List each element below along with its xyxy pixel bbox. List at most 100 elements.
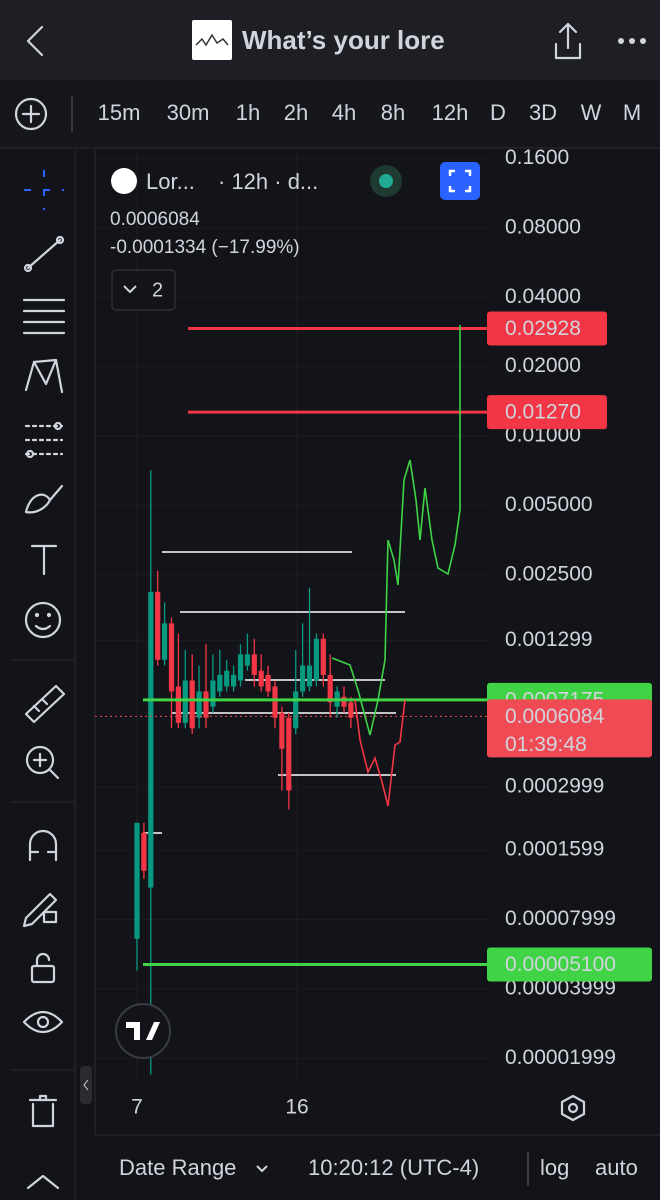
candle-body	[341, 696, 347, 707]
more-button[interactable]	[618, 38, 646, 44]
candle-body	[327, 674, 333, 703]
timeframe-button[interactable]: 4h	[332, 100, 356, 125]
candle-body	[155, 591, 161, 660]
price-label-box	[487, 947, 652, 982]
add-timeframe[interactable]	[14, 97, 48, 131]
candle-body	[189, 680, 195, 729]
text-tool[interactable]	[30, 544, 58, 576]
candle-body	[231, 674, 237, 687]
brush-tool[interactable]	[24, 484, 64, 514]
date-range[interactable]: Date Range	[119, 1155, 236, 1180]
drawing-toolbar	[12, 170, 74, 1190]
time-tick-label: 7	[131, 1096, 143, 1119]
price-tick-label: 0.02000	[505, 354, 581, 377]
fib-tool[interactable]	[22, 298, 66, 335]
tv-logo[interactable]	[115, 1003, 171, 1059]
timeframe-button[interactable]: D	[490, 100, 506, 125]
share-button[interactable]	[554, 22, 582, 60]
settings-dot	[567, 1102, 579, 1114]
pattern-tool[interactable]	[24, 358, 64, 394]
price-tick-label: 0.00007999	[505, 907, 616, 930]
log-toggle[interactable]: log	[540, 1155, 569, 1180]
price-tick-label: 0.0001599	[505, 838, 604, 861]
symbol-logo	[111, 168, 137, 194]
avatar-sketch	[195, 33, 229, 47]
chart-settings[interactable]	[560, 1094, 586, 1122]
candle-body	[141, 832, 147, 871]
candle-body	[237, 654, 244, 681]
crosshair-tool[interactable]	[24, 170, 64, 210]
candle-body	[300, 665, 306, 692]
candle-body	[320, 638, 326, 675]
timeframe-button[interactable]: 2h	[284, 100, 308, 125]
measure-tool[interactable]	[24, 684, 66, 724]
drawn-bear-path	[354, 699, 406, 807]
indicators-toggle[interactable]	[111, 269, 176, 311]
candle-body	[286, 717, 292, 791]
forecast-tool[interactable]	[24, 421, 64, 459]
lock-drawings[interactable]	[22, 892, 58, 928]
price-change: -0.0001334 (−17.99%)	[110, 237, 300, 258]
trendline-tool[interactable]	[23, 235, 65, 273]
fullscreen-icon	[448, 169, 472, 193]
last-price: 0.0006084	[110, 209, 200, 230]
top-bar	[0, 0, 660, 80]
drawn-bull-path	[331, 325, 461, 736]
candle-body	[348, 702, 354, 718]
timeframe-button[interactable]: M	[623, 100, 641, 125]
page-title: What’s your lore	[242, 25, 445, 55]
auto-toggle[interactable]: auto	[595, 1155, 638, 1180]
fullscreen-button[interactable]	[440, 162, 480, 200]
candles	[134, 470, 354, 1075]
price-labels: 0.029280.012700.00071750.000608401:39:48…	[487, 311, 652, 982]
price-tick-label: 0.00003999	[505, 976, 616, 999]
indicator-count: 2	[152, 279, 163, 301]
candle-body	[251, 654, 257, 675]
price-axis: 0.1600 0.08000 0.04000 0.02000 0.01000 0.0050…	[505, 146, 616, 1069]
lore-avatar	[192, 20, 232, 60]
delete-tool[interactable]	[28, 1094, 58, 1128]
lock-tool[interactable]	[30, 952, 56, 984]
price-tick-label: 0.0002999	[505, 775, 604, 798]
candle-body	[148, 591, 154, 888]
symbol[interactable]: Lor...	[146, 169, 195, 194]
timeframe-button[interactable]: 15m	[98, 100, 141, 125]
price-label: 0.0006084	[505, 705, 605, 728]
price-label-box	[487, 395, 607, 430]
timeframe-button[interactable]: W	[581, 100, 602, 125]
candle-body	[313, 638, 319, 681]
timeframe-button[interactable]: 1h	[236, 100, 260, 125]
timeframe-button[interactable]: 12h	[432, 100, 469, 125]
more-tools[interactable]	[26, 1174, 60, 1190]
candle-body	[265, 674, 271, 692]
visibility-tool[interactable]	[22, 1010, 64, 1034]
candle-body	[203, 691, 209, 718]
magnet-tool[interactable]	[28, 829, 58, 862]
candle-body	[175, 686, 181, 723]
price-tick-label: 0.01000	[505, 424, 581, 447]
clock: 10:20:12 (UTC-4)	[308, 1155, 479, 1180]
candle-body	[279, 712, 285, 749]
zoom-tool[interactable]	[25, 745, 60, 780]
candle-body	[224, 670, 230, 687]
candle-body	[258, 670, 264, 687]
price-tick-label: 0.08000	[505, 215, 581, 238]
collapse-toolbar[interactable]	[80, 1066, 92, 1104]
candle-body	[134, 822, 140, 939]
time-tick-label: 16	[285, 1096, 308, 1119]
emoji-tool[interactable]	[24, 601, 62, 639]
back-button[interactable]	[26, 25, 44, 57]
price-lines	[95, 326, 487, 967]
candle-body	[196, 691, 202, 718]
timeframe-bar	[0, 80, 660, 148]
candle-body	[306, 665, 313, 687]
timeframe-button[interactable]: 30m	[167, 100, 210, 125]
candle-body	[272, 686, 278, 718]
timeframe-button[interactable]: 3D	[529, 100, 557, 125]
price-label: 0.01270	[505, 401, 581, 424]
timeframe-button[interactable]: 8h	[381, 100, 405, 125]
price-tick-label: 0.002500	[505, 562, 593, 585]
candle-body	[162, 623, 168, 660]
